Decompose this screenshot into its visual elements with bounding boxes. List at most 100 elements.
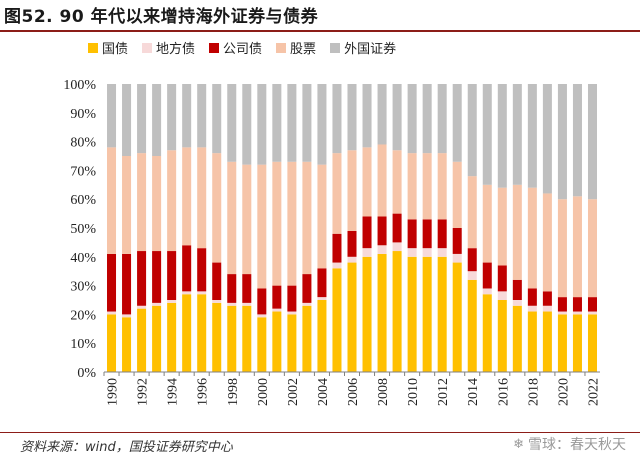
bar-segment-gongsizhai-1994 bbox=[167, 251, 177, 300]
legend-swatch-difangzhai bbox=[142, 42, 153, 53]
bar-segment-difangzhai-2013 bbox=[452, 253, 462, 263]
bar-segment-gupiao-2003 bbox=[302, 161, 312, 275]
bar-segment-difangzhai-2018 bbox=[527, 305, 537, 312]
legend-swatch-guozhai bbox=[88, 42, 98, 53]
bar-segment-guozhai-2010 bbox=[407, 256, 417, 372]
bar-segment-difangzhai-1996 bbox=[197, 291, 207, 295]
bar-segment-difangzhai-1997 bbox=[212, 300, 222, 303]
x-tick-label: 2008 bbox=[376, 378, 391, 406]
x-tick-label: 2004 bbox=[316, 378, 331, 406]
bar-segment-gupiao-2006 bbox=[347, 150, 357, 231]
bar-segment-guozhai-2012 bbox=[437, 256, 447, 372]
x-tick-label: 1990 bbox=[106, 378, 121, 406]
legend-item-guozhai: 国债 bbox=[88, 38, 128, 57]
bar-segment-waiguozhengquan-2016 bbox=[497, 84, 507, 188]
legend-label-gongsizhai: 公司债 bbox=[223, 42, 263, 57]
bar-segment-waiguozhengquan-2021 bbox=[572, 84, 582, 197]
bar-segment-guozhai-1990 bbox=[107, 314, 117, 372]
bar-segment-waiguozhengquan-1998 bbox=[227, 84, 237, 162]
bar-segment-gongsizhai-2019 bbox=[542, 291, 552, 306]
bar-segment-gongsizhai-1997 bbox=[212, 262, 222, 300]
bar-segment-waiguozhengquan-2006 bbox=[347, 84, 357, 151]
bar-segment-difangzhai-1991 bbox=[122, 314, 132, 318]
bar-segment-difangzhai-2004 bbox=[317, 297, 327, 300]
bar-segment-gongsizhai-2018 bbox=[527, 288, 537, 306]
bar-segment-gupiao-2010 bbox=[407, 153, 417, 220]
bar-segment-gupiao-2012 bbox=[437, 153, 447, 220]
bar-segment-gupiao-2016 bbox=[497, 187, 507, 266]
legend-item-waiguozhengquan: 外国证券 bbox=[330, 38, 396, 57]
bar-segment-guozhai-1998 bbox=[227, 305, 237, 372]
bar-segment-waiguozhengquan-2004 bbox=[317, 84, 327, 165]
legend-item-gongsizhai: 公司债 bbox=[209, 38, 262, 57]
legend: 国债 地方债 公司债 股票 外国证券 bbox=[88, 38, 396, 57]
bar-segment-gongsizhai-2021 bbox=[572, 297, 582, 312]
bar-segment-waiguozhengquan-2019 bbox=[542, 84, 552, 194]
bar-segment-guozhai-1991 bbox=[122, 317, 132, 372]
bar-segment-gongsizhai-2016 bbox=[497, 265, 507, 292]
y-tick-label: 30% bbox=[70, 280, 96, 295]
bar-segment-guozhai-2004 bbox=[317, 300, 327, 372]
bar-segment-waiguozhengquan-2012 bbox=[437, 84, 447, 154]
bar-segment-difangzhai-2007 bbox=[362, 248, 372, 257]
bar-segment-gupiao-1994 bbox=[167, 150, 177, 252]
bar-segment-guozhai-2009 bbox=[392, 251, 402, 372]
bar-segment-gongsizhai-2008 bbox=[377, 216, 387, 246]
bar-segment-gongsizhai-2020 bbox=[557, 297, 567, 312]
bar-segment-gupiao-2022 bbox=[587, 199, 597, 298]
legend-label-gupiao: 股票 bbox=[290, 42, 317, 57]
bar-segment-difangzhai-2006 bbox=[347, 256, 357, 263]
legend-label-difangzhai: 地方债 bbox=[156, 42, 196, 57]
bar-segment-waiguozhengquan-1990 bbox=[107, 84, 117, 148]
bar-segment-gongsizhai-2001 bbox=[272, 285, 282, 309]
legend-label-guozhai: 国债 bbox=[102, 42, 129, 57]
bar-segment-gongsizhai-1990 bbox=[107, 253, 117, 312]
bar-segment-guozhai-1999 bbox=[242, 305, 252, 372]
bar-segment-gupiao-2004 bbox=[317, 164, 327, 269]
xueqiu-logo-icon: ❄ bbox=[513, 436, 524, 452]
bar-segment-difangzhai-1995 bbox=[182, 291, 192, 295]
bar-segment-difangzhai-2022 bbox=[587, 311, 597, 315]
bar-segment-gupiao-1996 bbox=[197, 147, 207, 249]
bar-segment-gupiao-2011 bbox=[422, 153, 432, 220]
x-tick-label: 2012 bbox=[436, 378, 451, 406]
bar-segment-gongsizhai-2014 bbox=[467, 248, 477, 272]
bar-segment-gupiao-2002 bbox=[287, 161, 297, 286]
bar-segment-waiguozhengquan-2007 bbox=[362, 84, 372, 148]
bar-segment-waiguozhengquan-1993 bbox=[152, 84, 162, 156]
y-tick-label: 80% bbox=[70, 136, 96, 151]
x-tick-label: 1992 bbox=[136, 378, 151, 406]
bar-segment-gongsizhai-1999 bbox=[242, 274, 252, 303]
bar-segment-guozhai-2008 bbox=[377, 253, 387, 372]
bar-segment-guozhai-1994 bbox=[167, 302, 177, 372]
bar-segment-gongsizhai-2017 bbox=[512, 279, 522, 300]
bar-segment-difangzhai-2009 bbox=[392, 242, 402, 252]
bar-segment-guozhai-2003 bbox=[302, 305, 312, 372]
bar-segment-gongsizhai-2013 bbox=[452, 228, 462, 254]
legend-label-waiguozhengquan: 外国证券 bbox=[344, 42, 397, 57]
bar-segment-gupiao-2014 bbox=[467, 176, 477, 249]
bar-segment-difangzhai-2014 bbox=[467, 271, 477, 280]
title-divider bbox=[0, 30, 640, 32]
bar-segment-waiguozhengquan-2013 bbox=[452, 84, 462, 162]
bar-segment-waiguozhengquan-2000 bbox=[257, 84, 267, 165]
x-tick-label: 1996 bbox=[196, 378, 211, 406]
bar-segment-gupiao-2021 bbox=[572, 196, 582, 298]
x-tick-label: 1994 bbox=[166, 378, 181, 406]
bar-segment-difangzhai-2010 bbox=[407, 248, 417, 257]
bar-segment-difangzhai-2000 bbox=[257, 314, 267, 318]
bar-segment-gupiao-2007 bbox=[362, 147, 372, 217]
bar-segment-guozhai-1997 bbox=[212, 302, 222, 372]
bar-segment-guozhai-2000 bbox=[257, 317, 267, 372]
bar-segment-gupiao-1998 bbox=[227, 161, 237, 275]
bar-segment-waiguozhengquan-2015 bbox=[482, 84, 492, 185]
bar-segment-gongsizhai-2011 bbox=[422, 219, 432, 249]
bar-segment-difangzhai-1993 bbox=[152, 302, 162, 306]
y-tick-label: 50% bbox=[70, 222, 96, 237]
bar-segment-difangzhai-2017 bbox=[512, 300, 522, 306]
stacked-bar-chart: 0% 10% 20% 30% 40% 50% 60% 70% 80% 90% 100% 1990 199… bbox=[63, 78, 601, 406]
footer-divider bbox=[0, 432, 640, 433]
bar-segment-waiguozhengquan-2001 bbox=[272, 84, 282, 162]
y-tick-label: 0% bbox=[77, 366, 96, 381]
bar-segment-difangzhai-2019 bbox=[542, 305, 552, 312]
